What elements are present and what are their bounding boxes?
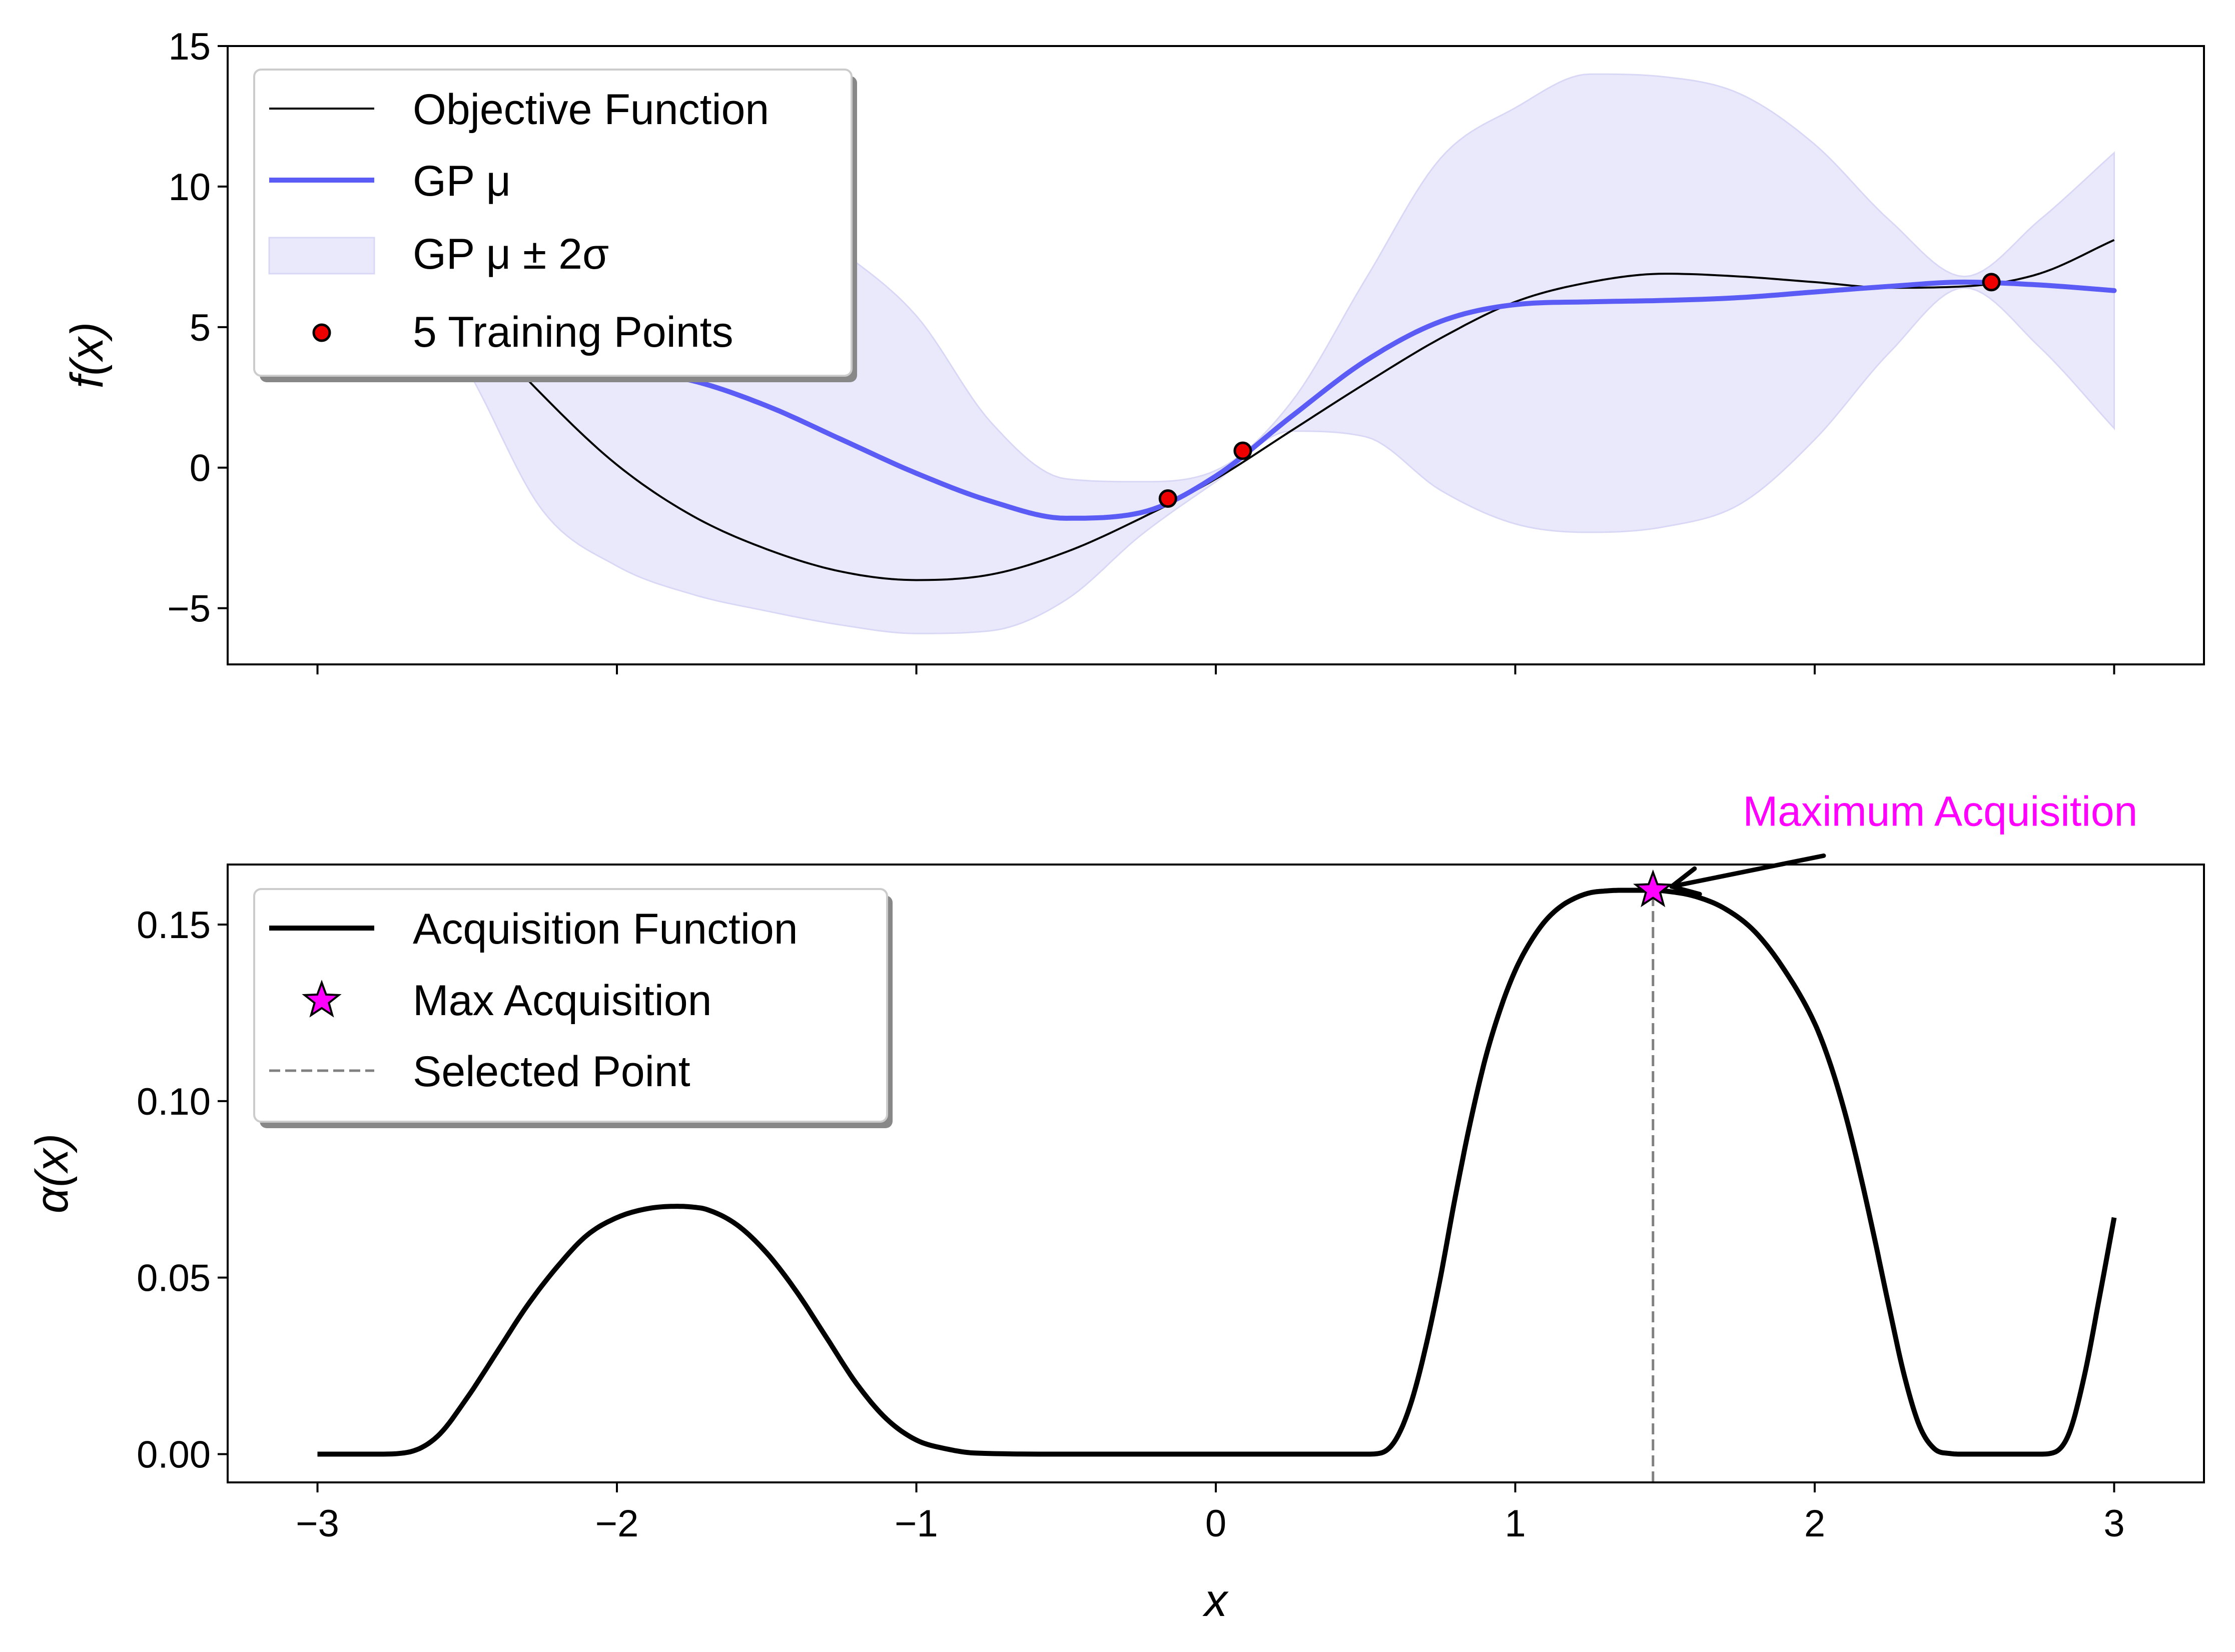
gp-y-tick-label: 0 [190,447,211,490]
gp-y-tick-label: 10 [168,166,211,209]
acquisition-y-tick-label: 0.15 [137,904,211,947]
acquisition-lines [317,888,2117,1482]
legend-gp-mean-label: GP μ [413,157,511,205]
acquisition-x-ticks: −3 −2 −1 0 1 2 3 [296,1482,2125,1545]
gp-legend-box [253,69,853,377]
training-point [1158,489,1177,508]
acquisition-x-tick-label: −1 [895,1502,938,1545]
acquisition-x-tick-label: 0 [1205,1502,1226,1545]
acquisition-y-tick-label: 0.10 [137,1081,211,1123]
max-acquisition-annotation: Maximum Acquisition [1743,787,2137,835]
gp-y-tick-label: −5 [167,588,211,630]
acquisition-x-tick-label: −2 [595,1502,639,1545]
annotation-arrow-head [1669,866,1702,897]
acquisition-legend-box [253,888,888,1123]
legend-training-swatch [312,323,331,342]
annotation-arrow-shaft [1669,853,1826,889]
gp-y-ticks: −5 0 5 10 15 [167,26,228,630]
acquisition-panel: −3 −2 −1 0 1 2 3 0.00 0.05 0.10 0.15 x α(x) Maxim… [27,787,2205,1626]
acquisition-legend: Acquisition Function Max Acquisition Sel… [253,888,893,1128]
acquisition-marks [1633,853,1826,908]
acquisition-function-line [317,888,2117,1457]
acquisition-x-tick-label: 2 [1804,1502,1825,1545]
acquisition-x-tick-label: 1 [1505,1502,1526,1545]
acquisition-y-ticks: 0.00 0.05 0.10 0.15 [137,904,228,1476]
acquisition-x-tick-label: −3 [296,1502,339,1545]
legend-acq-label: Acquisition Function [413,905,798,953]
legend-gp-band-label: GP μ ± 2σ [413,230,609,278]
gp-x-ticks [316,664,2115,674]
gp-legend: Objective Function GP μ GP μ ± 2σ 5 Trai… [253,69,857,382]
legend-max-swatch [302,980,342,1018]
training-point [1233,441,1252,460]
gp-y-tick-label: 5 [190,307,211,349]
legend-selected-label: Selected Point [413,1048,690,1096]
acquisition-y-axis-label: α(x) [27,1134,78,1214]
legend-objective-label: Objective Function [413,86,769,134]
legend-max-label: Max Acquisition [413,977,712,1025]
legend-gp-band-swatch [268,237,375,275]
gp-y-axis-label: f(x) [62,322,113,389]
gp-y-tick-label: 15 [168,26,211,68]
max-acquisition-star [1633,869,1673,908]
acquisition-y-tick-label: 0.00 [137,1434,211,1476]
legend-training-label: 5 Training Points [413,308,733,356]
gp-panel: −5 0 5 10 15 f(x) Objective Function GP μ GP… [62,26,2205,674]
annotation-label: Maximum Acquisition [1743,787,2137,835]
acquisition-y-tick-label: 0.05 [137,1257,211,1300]
acquisition-x-axis-label: x [1202,1575,1229,1626]
acquisition-x-tick-label: 3 [2103,1502,2124,1545]
training-point [1982,273,2001,292]
